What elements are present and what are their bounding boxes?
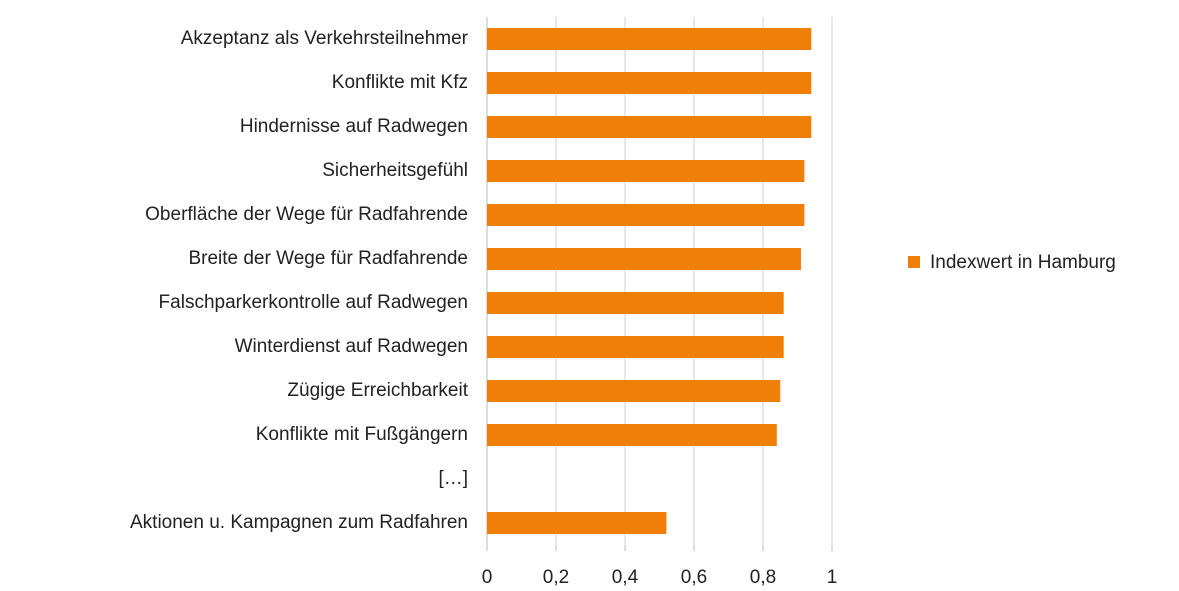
x-tick-label: 0,6 bbox=[681, 567, 707, 588]
bar bbox=[487, 512, 667, 534]
y-tick-label: Zügige Erreichbarkeit bbox=[287, 380, 468, 401]
x-tick-label: 0,4 bbox=[612, 567, 639, 588]
x-tick-label: 0 bbox=[482, 567, 493, 588]
bar bbox=[487, 72, 812, 94]
bar bbox=[487, 204, 805, 226]
x-tick-label: 0,2 bbox=[543, 567, 569, 588]
y-tick-label: Akzeptanz als Verkehrsteilnehmer bbox=[181, 28, 469, 49]
y-tick-label: Hindernisse auf Radwegen bbox=[240, 116, 468, 137]
x-tick-label: 1 bbox=[827, 567, 838, 588]
bar bbox=[487, 424, 777, 446]
legend-swatch bbox=[908, 256, 920, 268]
y-tick-label: Konflikte mit Kfz bbox=[332, 72, 468, 93]
legend-label: Indexwert in Hamburg bbox=[930, 252, 1116, 273]
y-tick-label: Oberfläche der Wege für Radfahrende bbox=[145, 204, 468, 225]
bar bbox=[487, 116, 812, 138]
bar bbox=[487, 292, 784, 314]
y-tick-label: Falschparkerkontrolle auf Radwegen bbox=[159, 292, 468, 313]
bar bbox=[487, 248, 801, 270]
y-tick-label: Sicherheitsgefühl bbox=[322, 160, 468, 181]
bar bbox=[487, 336, 784, 358]
y-tick-label: Winterdienst auf Radwegen bbox=[235, 336, 468, 357]
y-tick-label: […] bbox=[438, 468, 468, 489]
y-tick-label: Breite der Wege für Radfahrende bbox=[188, 248, 468, 269]
bar bbox=[487, 380, 781, 402]
y-tick-label: Aktionen u. Kampagnen zum Radfahren bbox=[130, 512, 468, 533]
y-tick-label: Konflikte mit Fußgängern bbox=[256, 424, 468, 445]
bar bbox=[487, 28, 812, 50]
bar bbox=[487, 160, 805, 182]
x-tick-label: 0,8 bbox=[750, 567, 776, 588]
